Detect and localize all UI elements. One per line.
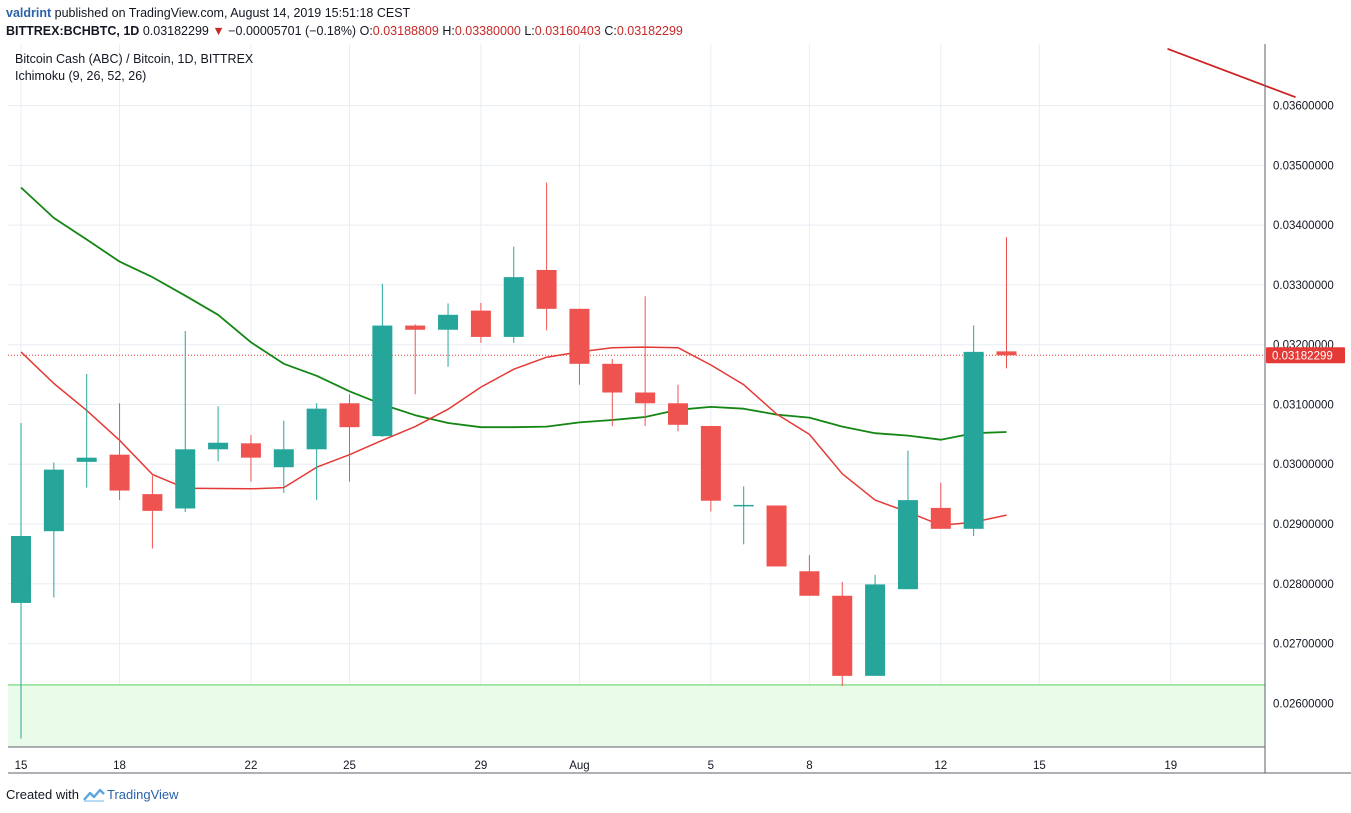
y-tick-label: 0.03400000 (1273, 220, 1334, 232)
candle-down (569, 308, 590, 364)
change-down-icon: ▼ (212, 24, 225, 38)
x-tick-label: 8 (806, 760, 812, 772)
kijun-sen-line (20, 186, 1007, 441)
publish-info: valdrint published on TradingView.com, A… (6, 4, 410, 22)
open-value: 0.03188809 (372, 24, 439, 38)
x-tick-label: 18 (113, 760, 126, 772)
candle-up (733, 504, 754, 507)
candle-up (438, 314, 459, 330)
x-tick-label: 15 (15, 760, 28, 772)
open-label: O: (359, 24, 373, 38)
last-price-tag (1266, 347, 1345, 364)
symbol-info: BITTREX:BCHBTC, 1D 0.03182299 ▼ −0.00005… (6, 22, 683, 40)
candle-up (76, 457, 97, 462)
last-price: 0.03182299 (142, 24, 209, 38)
candle-down (930, 507, 951, 529)
candle-up (306, 408, 327, 450)
x-tick-label: 25 (343, 760, 356, 772)
x-tick-label: 5 (708, 760, 714, 772)
y-tick-label: 0.02800000 (1273, 579, 1334, 591)
tradingview-logo-icon (83, 788, 105, 802)
y-tick-label: 0.02900000 (1273, 519, 1334, 531)
candle-down (832, 595, 853, 676)
high-label: H: (442, 24, 455, 38)
senkou-span-line (1167, 47, 1296, 99)
y-tick-label: 0.03600000 (1273, 101, 1334, 113)
tradingview-brand[interactable]: TradingView (83, 787, 179, 802)
candle-down (668, 403, 688, 425)
candle-down (536, 269, 557, 309)
x-tick-label: 22 (245, 760, 258, 772)
created-with-label: Created with (6, 787, 79, 802)
low-label: L: (524, 24, 535, 38)
candle-down (996, 351, 1017, 356)
y-tick-label: 0.03500000 (1273, 160, 1334, 172)
y-tick-label: 0.02600000 (1273, 698, 1334, 710)
high-value: 0.03380000 (454, 24, 521, 38)
low-value: 0.03160403 (534, 24, 601, 38)
candle-down (602, 363, 623, 393)
x-tick-label: 12 (934, 760, 947, 772)
published-text: published on TradingView.com, August 14,… (51, 6, 411, 20)
candle-up (372, 325, 393, 437)
candle-down (799, 571, 820, 596)
candle-up (865, 584, 886, 676)
y-tick-label: 0.03000000 (1273, 459, 1334, 471)
footer: Created with TradingView (6, 787, 179, 802)
candle-down (766, 505, 787, 567)
candle-up (503, 277, 524, 337)
candle-down (470, 310, 491, 337)
x-tick-label: Aug (569, 760, 589, 772)
candle-up (175, 449, 196, 509)
candle-down (109, 454, 130, 491)
y-tick-label: 0.03300000 (1273, 280, 1334, 292)
brand-label: TradingView (106, 787, 179, 802)
support-zone (8, 684, 1265, 747)
candle-up (11, 535, 31, 603)
last-price-tag-label: 0.03182299 (1272, 350, 1333, 362)
candle-down (339, 403, 360, 428)
y-tick-label: 0.02700000 (1273, 639, 1334, 651)
candle-up (273, 449, 294, 468)
close-value: 0.03182299 (616, 24, 683, 38)
symbol-name: BITTREX:BCHBTC, 1D (6, 24, 140, 38)
x-tick-label: 15 (1033, 760, 1046, 772)
x-tick-label: 29 (475, 760, 488, 772)
candle-up (897, 500, 918, 590)
author-link[interactable]: valdrint (6, 6, 52, 20)
x-tick-label: 19 (1164, 760, 1177, 772)
chart-legend-title: Bitcoin Cash (ABC) / Bitcoin, 1D, BITTRE… (15, 52, 254, 66)
candle-down (405, 325, 426, 330)
candle-down (240, 443, 261, 458)
candle-down (142, 494, 163, 511)
candle-down (635, 392, 656, 404)
candle-up (43, 469, 64, 532)
indicator-legend[interactable]: Ichimoku (9, 26, 52, 26) (15, 69, 147, 83)
candle-up (208, 442, 229, 450)
close-label: C: (604, 24, 617, 38)
y-tick-label: 0.03100000 (1273, 399, 1334, 411)
price-change: −0.00005701 (−0.18%) (228, 24, 357, 38)
candle-up (963, 351, 984, 529)
candle-down (700, 425, 721, 501)
